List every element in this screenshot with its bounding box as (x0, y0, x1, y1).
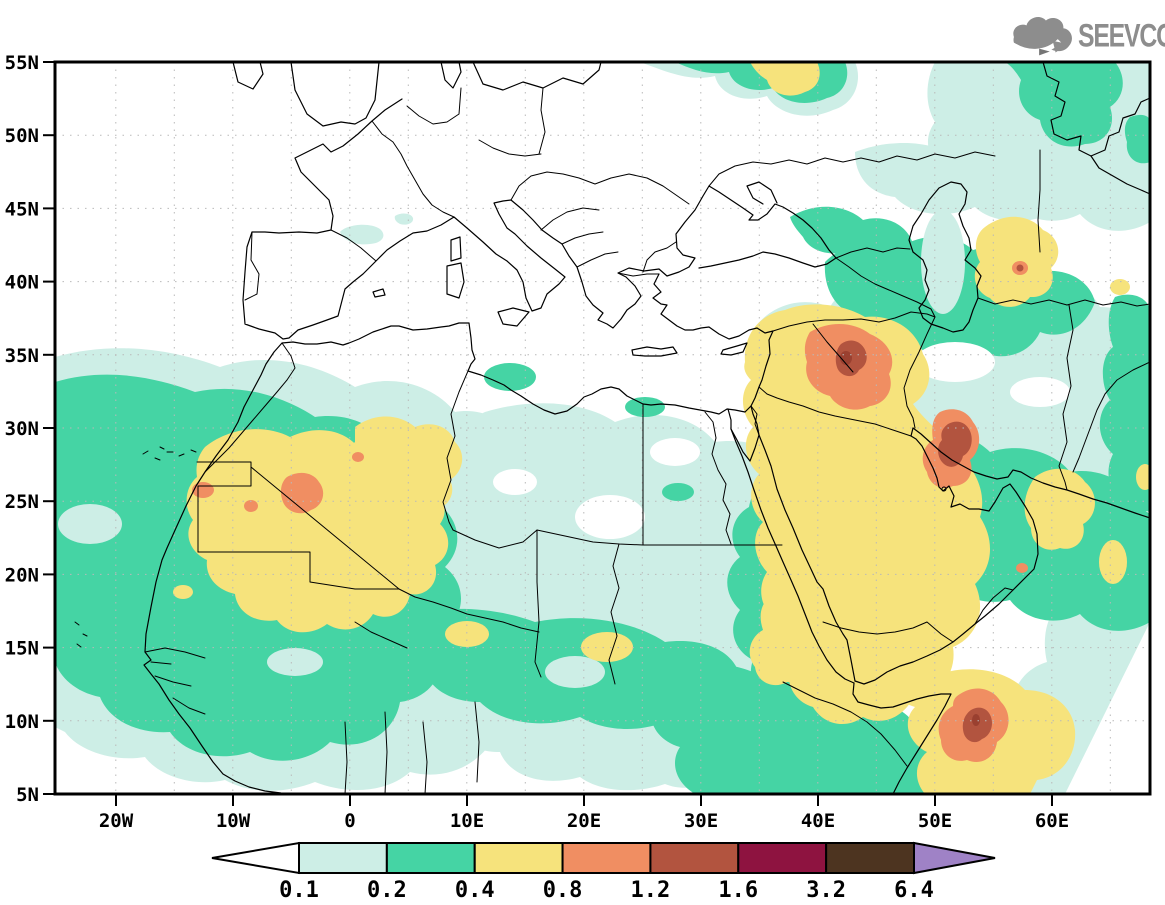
lon-tick-label: 20W (99, 810, 134, 832)
lon-tick-label: 40E (801, 810, 835, 832)
lat-tick-label: 45N (5, 198, 39, 220)
colorbar-segment (650, 843, 738, 873)
lat-tick-label: 40N (5, 272, 39, 294)
colorbar-below-arrow (212, 843, 299, 873)
colorbar-level-label: 0.2 (367, 878, 407, 903)
lon-tick-label: 0 (344, 810, 355, 832)
lat-tick-label: 20N (5, 564, 39, 586)
colorbar-level-label: 6.4 (894, 878, 934, 903)
colorbar-level-label: 1.6 (718, 878, 758, 903)
colorbar-segment (826, 843, 914, 873)
forecast-chart-page: DREAM8-assim: AOT Forecast base time: 00… (0, 0, 1165, 905)
colorbar-segment (299, 843, 387, 873)
colorbar-segment (387, 843, 475, 873)
lon-tick-label: 30E (684, 810, 718, 832)
colorbar-segment (563, 843, 651, 873)
lat-tick-label: 50N (5, 125, 39, 147)
lat-tick-label: 25N (5, 491, 39, 513)
lat-tick-label: 35N (5, 345, 39, 367)
map-area (55, 62, 1154, 794)
map-and-colorbar-canvas: 55N 50N 45N 40N 35N 30N 25N 20N 15N 10N 5N 20W 10W 0 1… (0, 0, 1165, 905)
colorbar-level-label: 1.2 (631, 878, 671, 903)
lon-tick-label: 60E (1035, 810, 1069, 832)
lat-tick-label: 55N (5, 52, 39, 74)
lon-tick-label: 50E (918, 810, 952, 832)
lon-tick-label: 20E (567, 810, 601, 832)
colorbar-level-label: 0.1 (279, 878, 319, 903)
colorbar-level-label: 0.4 (455, 878, 495, 903)
lat-tick-label: 15N (5, 638, 39, 660)
lat-tick-label: 5N (16, 784, 39, 806)
colorbar-level-label: 0.8 (543, 878, 583, 903)
lon-tick-label: 10E (450, 810, 484, 832)
lon-tick-label: 10W (216, 810, 251, 832)
lat-tick-label: 30N (5, 418, 39, 440)
colorbar-segment (738, 843, 826, 873)
lat-tick-label: 10N (5, 711, 39, 733)
colorbar-legend: 0.1 0.2 0.4 0.8 1.2 1.6 3.2 6.4 (212, 843, 995, 903)
colorbar-above-arrow (914, 843, 995, 873)
colorbar-segment (475, 843, 563, 873)
colorbar-level-label: 3.2 (806, 878, 846, 903)
